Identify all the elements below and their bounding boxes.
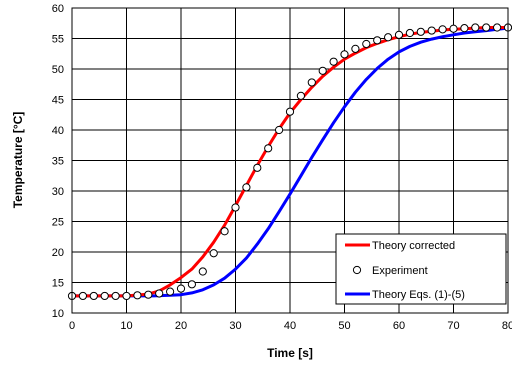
data-point-experiment bbox=[253, 163, 262, 172]
data-point-experiment bbox=[111, 291, 120, 301]
x-tick-label: 20 bbox=[175, 320, 187, 332]
data-point-experiment bbox=[122, 291, 131, 301]
y-tick-label: 10 bbox=[52, 308, 64, 320]
data-point-experiment bbox=[438, 25, 447, 34]
y-tick-label: 15 bbox=[52, 278, 64, 290]
data-point-experiment bbox=[198, 267, 207, 276]
y-tick-label: 40 bbox=[52, 125, 64, 137]
x-tick-label: 30 bbox=[229, 320, 241, 332]
data-point-experiment bbox=[78, 291, 88, 301]
data-point-experiment bbox=[285, 107, 295, 116]
series-layer bbox=[67, 23, 512, 301]
data-point-experiment bbox=[340, 50, 349, 59]
data-point-experiment bbox=[155, 289, 164, 298]
y-tick-labels: 10 15 20 25 30 35 40 45 50 55 60 bbox=[52, 3, 64, 320]
y-tick-label: 50 bbox=[52, 64, 64, 76]
x-tick-label: 50 bbox=[338, 320, 350, 332]
legend-swatch-experiment bbox=[352, 265, 362, 275]
data-point-experiment bbox=[264, 144, 273, 153]
legend-label-experiment: Experiment bbox=[372, 265, 428, 277]
y-tick-label: 25 bbox=[52, 217, 64, 229]
data-point-experiment bbox=[133, 291, 142, 300]
data-point-experiment bbox=[416, 27, 425, 36]
x-tick-labels: 0 10 20 30 40 50 60 70 80 bbox=[69, 320, 512, 332]
y-tick-label: 20 bbox=[52, 247, 64, 259]
data-point-experiment bbox=[427, 26, 436, 35]
y-tick-label: 30 bbox=[52, 186, 64, 198]
x-tick-label: 80 bbox=[502, 320, 512, 332]
data-point-experiment bbox=[242, 183, 251, 192]
data-point-experiment bbox=[187, 280, 196, 289]
data-point-experiment bbox=[296, 91, 305, 100]
data-point-experiment bbox=[176, 284, 186, 293]
x-tick-label: 40 bbox=[284, 320, 296, 332]
data-point-experiment bbox=[482, 23, 491, 32]
data-point-experiment bbox=[89, 291, 98, 301]
y-tick-label: 45 bbox=[52, 95, 64, 107]
data-point-experiment bbox=[449, 24, 458, 33]
data-point-experiment bbox=[384, 33, 393, 42]
data-point-experiment bbox=[329, 57, 338, 66]
x-tick-label: 60 bbox=[393, 320, 405, 332]
legend-label-theory-corrected: Theory corrected bbox=[372, 240, 455, 252]
data-point-experiment bbox=[362, 39, 371, 49]
data-point-experiment bbox=[144, 290, 153, 299]
data-point-experiment bbox=[351, 44, 360, 53]
data-point-experiment bbox=[220, 227, 229, 236]
data-point-experiment bbox=[166, 287, 175, 296]
data-point-experiment bbox=[100, 291, 109, 301]
legend-label-theory-eqs: Theory Eqs. (1)-(5) bbox=[372, 289, 465, 301]
y-axis-title: Temperature [°C] bbox=[11, 112, 25, 209]
y-tick-label: 35 bbox=[52, 156, 64, 168]
data-point-experiment bbox=[493, 23, 502, 32]
data-point-experiment bbox=[209, 249, 218, 258]
x-tick-label: 10 bbox=[120, 320, 132, 332]
data-point-experiment bbox=[471, 23, 480, 32]
data-point-experiment bbox=[275, 125, 284, 135]
data-point-experiment bbox=[394, 30, 404, 39]
y-tick-label: 60 bbox=[52, 3, 64, 15]
x-tick-label: 0 bbox=[69, 320, 75, 332]
data-point-experiment bbox=[373, 36, 382, 45]
legend: Theory corrected Experiment Theory Eqs. … bbox=[335, 233, 507, 305]
x-axis-title: Time [s] bbox=[267, 346, 313, 360]
data-point-experiment bbox=[318, 66, 327, 75]
data-point-experiment bbox=[231, 203, 240, 212]
x-tick-label: 70 bbox=[447, 320, 459, 332]
series-line-theory-eqs-1-5 bbox=[70, 26, 510, 298]
data-point-experiment bbox=[405, 28, 414, 38]
plot-frame bbox=[71, 7, 509, 314]
y-tick-label: 55 bbox=[52, 34, 64, 46]
data-point-experiment bbox=[460, 24, 469, 33]
data-point-experiment bbox=[307, 78, 316, 87]
